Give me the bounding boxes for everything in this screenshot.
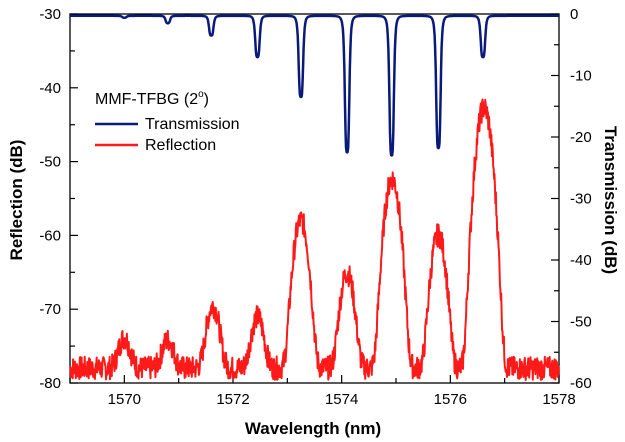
x-tick-label: 1572 [216,391,249,408]
x-tick-label: 1576 [434,391,467,408]
y-axis-right-title: Transmission (dB) [601,126,620,274]
y-left-tick-label: -30 [39,6,61,23]
y-left-tick-label: -60 [39,227,61,244]
y-left-tick-label: -70 [39,301,61,318]
legend-title-degree: o [198,89,204,100]
transmission-series-line [69,14,560,157]
legend-title-close: ) [204,91,209,108]
x-axis-title: Wavelength (nm) [245,419,381,438]
y-left-tick-label: -50 [39,154,61,171]
legend-title-text: MMF-TFBG (2 [95,91,198,108]
reflection-series-line [69,98,560,381]
y-left-tick-label: -40 [39,80,61,97]
legend-label-reflection: Reflection [145,137,216,154]
y-left-tick-label: -80 [39,375,61,392]
y-right-tick-label: -30 [570,191,592,208]
x-tick-label: 1578 [542,391,575,408]
y-right-tick-label: 0 [570,6,578,23]
axis-tick-labels: 1570 1572 1574 1576 1578 -30 -40 -50 -60 -70 -80 0 -… [39,6,591,408]
y-axis-left-title: Reflection (dB) [7,140,26,261]
legend-label-transmission: Transmission [145,116,240,133]
y-right-tick-label: -40 [570,252,592,269]
y-right-tick-label: -20 [570,129,592,146]
x-tick-label: 1574 [325,391,358,408]
legend-title: MMF-TFBG (2o) [95,89,209,108]
x-tick-label: 1570 [108,391,141,408]
y-right-tick-label: -60 [570,375,592,392]
y-right-tick-label: -50 [570,314,592,331]
legend: MMF-TFBG (2o) Transmission Reflection [95,89,240,154]
y-right-tick-label: -10 [570,68,592,85]
